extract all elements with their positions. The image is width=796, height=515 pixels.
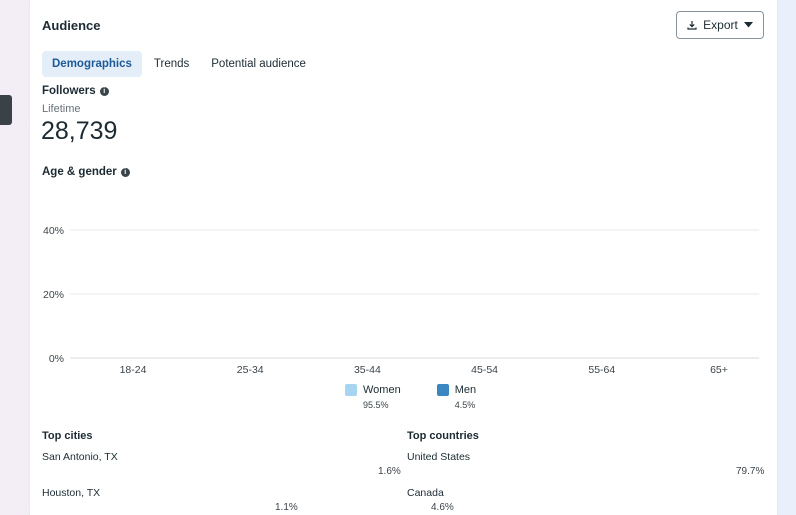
- age-gender-chart: 0% 20% 40% 18-24 25-34 35-44 45-54 55-64 65+: [43, 225, 759, 376]
- y-tick-label: 40%: [43, 225, 64, 237]
- chart-legend: Women 95.5% Men 4.5%: [345, 384, 476, 410]
- city-name: San Antonio, TX: [42, 451, 118, 463]
- tab-demographics[interactable]: Demographics: [42, 51, 142, 77]
- country-pct: 4.6%: [431, 502, 454, 513]
- followers-count: 28,739: [41, 117, 118, 145]
- x-tick-label: 18-24: [120, 364, 147, 376]
- top-countries-title: Top countries: [407, 430, 479, 442]
- caret-down-icon: [743, 22, 753, 28]
- legend-label-women: Women: [363, 384, 401, 396]
- y-tick-label: 20%: [43, 289, 64, 301]
- x-tick-label: 35-44: [354, 364, 381, 376]
- x-tick-label: 55-64: [588, 364, 615, 376]
- country-name: Canada: [407, 487, 444, 499]
- info-icon[interactable]: i: [120, 167, 130, 177]
- tab-bar: Demographics Trends Potential audience: [42, 51, 318, 77]
- card-title: Audience: [42, 18, 101, 33]
- legend-label-men: Men: [454, 384, 477, 396]
- legend-swatch-men: [436, 384, 449, 396]
- followers-heading: Followers i: [42, 85, 109, 97]
- country-name: United States: [407, 451, 471, 463]
- x-tick-label: 45-54: [471, 364, 498, 376]
- x-tick-label: 65+: [710, 364, 728, 376]
- audience-card: Audience Export Demographics Trends Pote…: [30, 0, 777, 515]
- tab-potential-audience[interactable]: Potential audience: [211, 58, 306, 70]
- city-pct: 1.1%: [275, 502, 298, 513]
- age-gender-label: Age & gender: [42, 166, 117, 178]
- legend-item-men[interactable]: Men 4.5%: [436, 384, 477, 410]
- legend-pct-women: 95.5%: [363, 400, 389, 410]
- side-panel-handle[interactable]: [0, 95, 12, 125]
- download-icon: [687, 20, 697, 30]
- y-tick-label: 0%: [49, 353, 64, 365]
- legend-item-women[interactable]: Women 95.5%: [345, 384, 401, 410]
- age-gender-heading: Age & gender i: [42, 166, 130, 178]
- legend-pct-men: 4.5%: [454, 400, 476, 410]
- city-pct: 1.6%: [378, 466, 401, 477]
- followers-label: Followers: [42, 85, 96, 97]
- info-icon[interactable]: i: [99, 86, 109, 96]
- followers-period: Lifetime: [42, 103, 81, 115]
- x-tick-label: 25-34: [237, 364, 264, 376]
- export-label: Export: [703, 18, 738, 32]
- export-button[interactable]: Export: [676, 11, 764, 39]
- country-pct: 79.7%: [736, 466, 765, 477]
- top-cities-title: Top cities: [42, 430, 93, 442]
- tab-trends[interactable]: Trends: [153, 58, 190, 70]
- city-name: Houston, TX: [42, 487, 101, 499]
- legend-swatch-women: [345, 384, 357, 396]
